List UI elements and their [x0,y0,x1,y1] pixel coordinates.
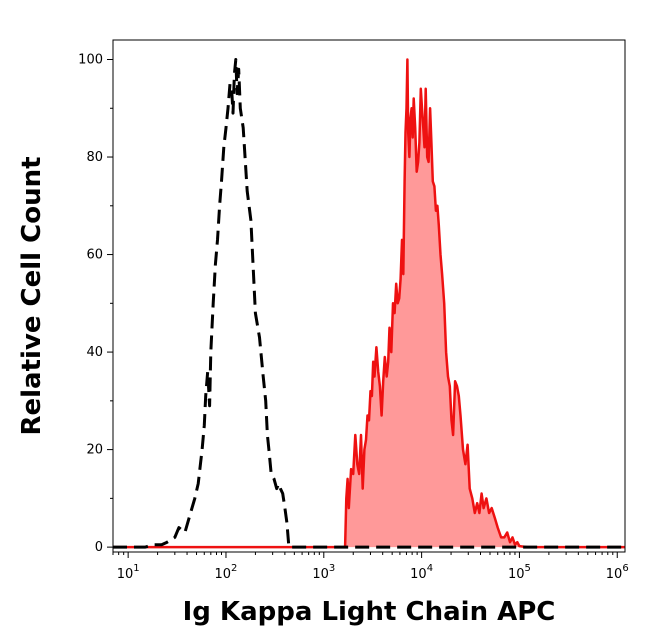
y-axis-ticks: 0 20 40 60 80 100 [78,53,113,555]
x-tick-label: 106 [606,563,629,582]
x-tick-label: 102 [215,563,238,582]
series-0-line [113,58,625,549]
series-1-fill [113,59,625,548]
y-tick-label: 0 [95,540,103,555]
y-tick-label: 40 [86,345,103,360]
y-tick-label: 80 [86,150,103,165]
x-axis-ticks: 101 102 103 104 105 106 [112,552,629,582]
x-tick-label: 101 [117,563,140,582]
y-tick-label: 60 [86,248,103,263]
y-tick-label: 20 [86,443,103,458]
x-tick-label: 104 [410,563,433,582]
x-tick-label: 105 [508,563,531,582]
y-tick-label: 100 [78,53,103,68]
y-axis-title: Relative Cell Count [17,156,47,435]
plot-frame [112,39,626,553]
series-1-line [113,58,625,549]
series-layer [113,58,625,549]
x-tick-label: 103 [312,563,335,582]
x-axis-title: Ig Kappa Light Chain APC [183,597,556,627]
